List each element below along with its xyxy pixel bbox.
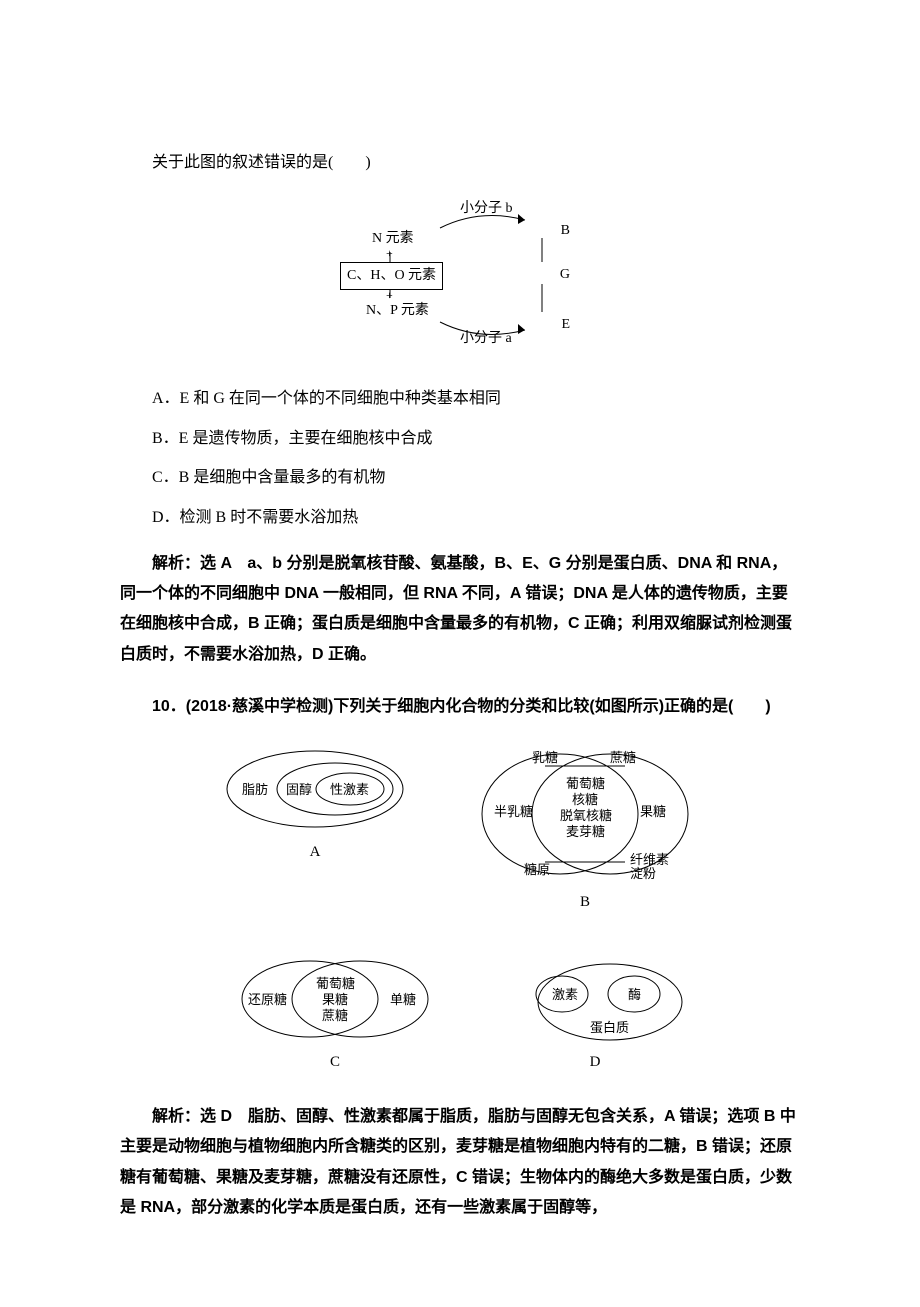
svg-text:脂肪: 脂肪 [242,782,268,797]
svg-text:淀粉: 淀粉 [630,866,656,881]
d1-right-e: E [561,314,570,336]
d1-plus1: + [386,244,393,263]
svg-text:核糖: 核糖 [572,792,598,807]
d1-right-g: G [560,264,570,286]
svg-text:蛋白质: 蛋白质 [590,1020,629,1035]
venn-d-label: D [500,1050,690,1074]
d1-right-b: B [561,220,570,242]
q10-stem: 10．(2018·慈溪中学检测)下列关于细胞内化合物的分类和比较(如图所示)正确… [120,694,800,720]
svg-text:果糖: 果糖 [640,804,666,819]
venn-b-label: B [470,890,700,914]
svg-text:激素: 激素 [552,987,578,1002]
d1-np-element: N、P 元素 [366,300,429,322]
svg-text:还原糖: 还原糖 [248,992,287,1007]
svg-text:麦芽糖: 麦芽糖 [566,824,605,839]
q10-venn-grid: 脂肪 固醇 性激素 A 乳糖 蔗糖 半乳糖 果糖 葡萄糖 核糖 脱氧核糖 麦芽糖… [120,744,800,1074]
d1-top-arrow-label: 小分子 b [460,198,513,220]
svg-text:乳糖: 乳糖 [532,750,558,765]
q10-stem-text: 10．(2018·慈溪中学检测)下列关于细胞内化合物的分类和比较(如图所示)正确… [152,698,771,715]
svg-text:蔗糖: 蔗糖 [322,1008,348,1023]
d1-bot-arrow-label: 小分子 a [460,328,512,350]
svg-text:性激素: 性激素 [330,782,369,797]
q9-option-a: A．E 和 G 在同一个体的不同细胞中种类基本相同 [152,386,800,412]
q10-explanation: 解析：选 D 脂肪、固醇、性激素都属于脂质，脂肪与固醇无包含关系，A 错误；选项… [120,1102,800,1224]
svg-text:单糖: 单糖 [390,992,416,1007]
svg-text:糖原: 糖原 [524,862,550,877]
venn-b: 乳糖 蔗糖 半乳糖 果糖 葡萄糖 核糖 脱氧核糖 麦芽糖 糖原 纤维素 淀粉 B [470,744,700,914]
venn-a-label: A [220,840,410,864]
svg-text:果糖: 果糖 [322,992,348,1007]
venn-c-label: C [230,1050,440,1074]
svg-text:固醇: 固醇 [286,782,312,797]
venn-d-svg: 激素 酶 蛋白质 [500,954,690,1044]
venn-b-svg: 乳糖 蔗糖 半乳糖 果糖 葡萄糖 核糖 脱氧核糖 麦芽糖 糖原 纤维素 淀粉 [470,744,700,884]
svg-text:半乳糖: 半乳糖 [494,804,533,819]
svg-text:葡萄糖: 葡萄糖 [566,776,605,791]
q9-diagram: 小分子 b N 元素 + C、H、O 元素 + N、P 元素 小分子 a B G… [120,200,800,359]
venn-c: 还原糖 葡萄糖 果糖 蔗糖 单糖 C [230,954,440,1074]
q9-option-c: C．B 是细胞中含量最多的有机物 [152,465,800,491]
svg-text:蔗糖: 蔗糖 [610,750,636,765]
venn-a: 脂肪 固醇 性激素 A [220,744,410,914]
q9-stem: 关于此图的叙述错误的是( ) [120,150,800,176]
svg-text:脱氧核糖: 脱氧核糖 [560,808,612,823]
q9-option-d: D．检测 B 时不需要水浴加热 [152,505,800,531]
venn-a-svg: 脂肪 固醇 性激素 [220,744,410,834]
venn-c-svg: 还原糖 葡萄糖 果糖 蔗糖 单糖 [230,954,440,1044]
svg-text:纤维素: 纤维素 [630,852,669,867]
q9-explanation: 解析：选 A a、b 分别是脱氧核苷酸、氨基酸，B、E、G 分别是蛋白质、DNA… [120,549,800,671]
venn-d: 激素 酶 蛋白质 D [500,954,690,1074]
svg-text:酶: 酶 [628,987,641,1002]
q9-option-b: B．E 是遗传物质，主要在细胞核中合成 [152,426,800,452]
svg-text:葡萄糖: 葡萄糖 [316,976,355,991]
